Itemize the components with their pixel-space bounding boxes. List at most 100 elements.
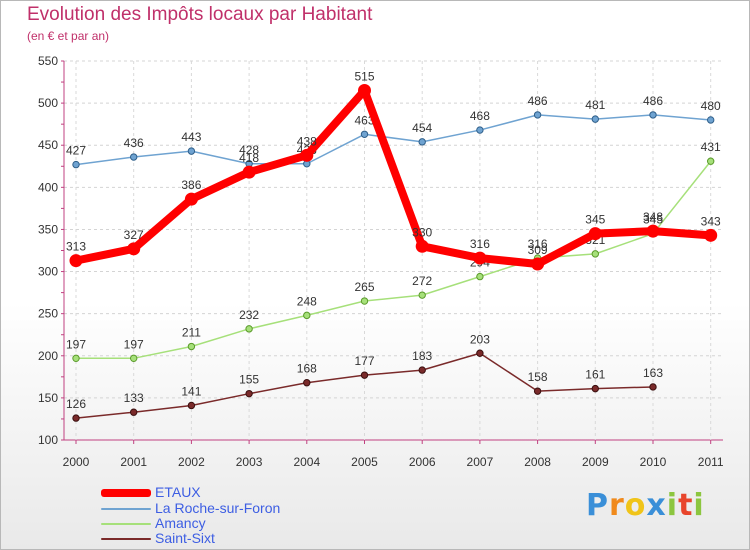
data-label-amancy-2005: 265 [354, 280, 374, 294]
data-label-amancy-2001: 197 [124, 337, 144, 351]
data-point-saint-sixt-2002 [187, 401, 196, 410]
data-point-saint-sixt-2007 [476, 349, 484, 357]
legend-swatch-amancy [101, 523, 151, 525]
data-label-saint-sixt-2007: 203 [470, 332, 490, 346]
y-tick-label-450: 450 [38, 138, 58, 152]
data-point-la-roche-sur-foron-2010 [649, 111, 657, 119]
data-label-etaux-2002: 386 [181, 178, 201, 192]
data-label-saint-sixt-2002: 141 [181, 384, 201, 398]
data-label-saint-sixt-2004: 168 [297, 362, 317, 376]
x-tick-label-2002: 2002 [178, 455, 205, 469]
data-label-saint-sixt-2000: 126 [66, 397, 86, 411]
data-label-la-roche-sur-foron-2001: 436 [124, 136, 144, 150]
data-point-la-roche-sur-foron-2002 [187, 147, 196, 155]
data-point-amancy-2002 [187, 342, 196, 351]
data-point-la-roche-sur-foron-2000 [72, 160, 80, 169]
data-label-la-roche-sur-foron-2002: 443 [181, 130, 201, 144]
legend-label-etaux: ETAUX [155, 484, 201, 500]
data-point-etaux-2010 [646, 224, 660, 238]
logo-letter: o [624, 488, 647, 523]
data-label-la-roche-sur-foron-2000: 427 [66, 144, 86, 158]
data-label-amancy-2011: 431 [701, 140, 721, 154]
data-label-etaux-2001: 327 [124, 228, 144, 242]
legend-swatch-saint-sixt [101, 538, 151, 540]
legend-label-saint-sixt: Saint-Sixt [155, 530, 215, 546]
logo-letter: i [666, 488, 679, 523]
data-label-la-roche-sur-foron-2010: 486 [643, 94, 663, 108]
series-line-la-roche-sur-foron [75, 114, 712, 166]
data-point-etaux-2006 [415, 239, 429, 253]
data-label-la-roche-sur-foron-2008: 486 [528, 94, 548, 108]
x-tick-label-2009: 2009 [582, 455, 609, 469]
data-label-la-roche-sur-foron-2007: 468 [470, 109, 490, 123]
data-label-saint-sixt-2010: 163 [643, 366, 663, 380]
y-tick-label-250: 250 [38, 307, 58, 321]
logo-letter: P [586, 488, 609, 523]
data-label-saint-sixt-2008: 158 [528, 370, 548, 384]
data-point-saint-sixt-2005 [360, 371, 369, 379]
data-point-etaux-2002 [184, 192, 198, 206]
proxiti-logo: Proxiti [586, 488, 705, 523]
x-tick-label-2004: 2004 [293, 455, 320, 469]
x-tick-label-2011: 2011 [698, 455, 724, 469]
data-label-etaux-2007: 316 [470, 237, 490, 251]
data-point-amancy-2005 [360, 297, 369, 305]
y-tick-label-150: 150 [38, 391, 58, 405]
data-label-amancy-2000: 197 [66, 337, 86, 351]
data-point-amancy-2011 [707, 157, 715, 165]
data-label-etaux-2009: 345 [585, 213, 605, 227]
data-point-etaux-2001 [127, 242, 141, 256]
data-point-saint-sixt-2000 [72, 414, 80, 422]
data-point-amancy-2003 [245, 325, 253, 333]
chart-title: Evolution des Impôts locaux par Habitant [27, 4, 373, 25]
data-label-la-roche-sur-foron-2005: 463 [354, 113, 374, 127]
data-label-saint-sixt-2009: 161 [585, 368, 605, 382]
legend-label-amancy: Amancy [155, 515, 206, 531]
data-label-etaux-2003: 418 [239, 151, 259, 165]
x-tick-label-2001: 2001 [120, 455, 147, 469]
legend-swatch-la-roche-sur-foron [101, 508, 151, 510]
x-tick-label-2010: 2010 [640, 455, 667, 469]
chart-subtitle: (en € et par an) [27, 29, 110, 43]
data-label-etaux-2006: 330 [412, 225, 432, 239]
x-tick-label-2003: 2003 [236, 455, 263, 469]
data-point-etaux-2007 [473, 251, 487, 265]
data-point-amancy-2000 [72, 354, 80, 363]
data-point-la-roche-sur-foron-2005 [360, 130, 369, 138]
data-label-etaux-2011: 343 [701, 214, 721, 228]
logo-letter: r [609, 488, 625, 523]
data-point-la-roche-sur-foron-2011 [707, 116, 715, 124]
data-label-amancy-2002: 211 [182, 326, 201, 340]
data-label-la-roche-sur-foron-2009: 481 [585, 98, 605, 112]
data-point-etaux-2009 [588, 227, 602, 241]
data-label-saint-sixt-2001: 133 [124, 391, 144, 405]
data-label-etaux-2000: 313 [66, 240, 86, 254]
data-point-etaux-2004 [300, 148, 314, 162]
data-point-amancy-2004 [303, 311, 311, 320]
data-point-saint-sixt-2006 [418, 366, 426, 374]
x-tick-label-2007: 2007 [467, 455, 494, 469]
data-point-etaux-2003 [242, 165, 256, 179]
data-point-la-roche-sur-foron-2006 [418, 138, 426, 146]
logo-letter: i [693, 488, 705, 523]
data-label-etaux-2005: 515 [354, 69, 374, 83]
data-point-la-roche-sur-foron-2007 [476, 126, 484, 134]
data-point-amancy-2009 [591, 250, 599, 258]
data-point-la-roche-sur-foron-2001 [130, 153, 138, 161]
data-point-amancy-2006 [418, 291, 426, 299]
x-tick-label-2000: 2000 [63, 455, 90, 469]
y-tick-label-200: 200 [38, 349, 58, 363]
legend-label-la-roche-sur-foron: La Roche-sur-Foron [155, 500, 281, 516]
data-point-la-roche-sur-foron-2008 [533, 111, 542, 119]
data-label-saint-sixt-2005: 177 [354, 354, 374, 368]
data-label-saint-sixt-2003: 155 [239, 373, 259, 387]
data-point-la-roche-sur-foron-2009 [591, 115, 599, 123]
data-label-la-roche-sur-foron-2011: 480 [701, 99, 721, 113]
data-label-amancy-2004: 248 [297, 294, 317, 308]
data-point-saint-sixt-2003 [245, 389, 253, 398]
data-label-amancy-2008: 316 [528, 237, 548, 251]
data-point-etaux-2008 [531, 257, 545, 271]
logo-letter: x [646, 488, 667, 523]
